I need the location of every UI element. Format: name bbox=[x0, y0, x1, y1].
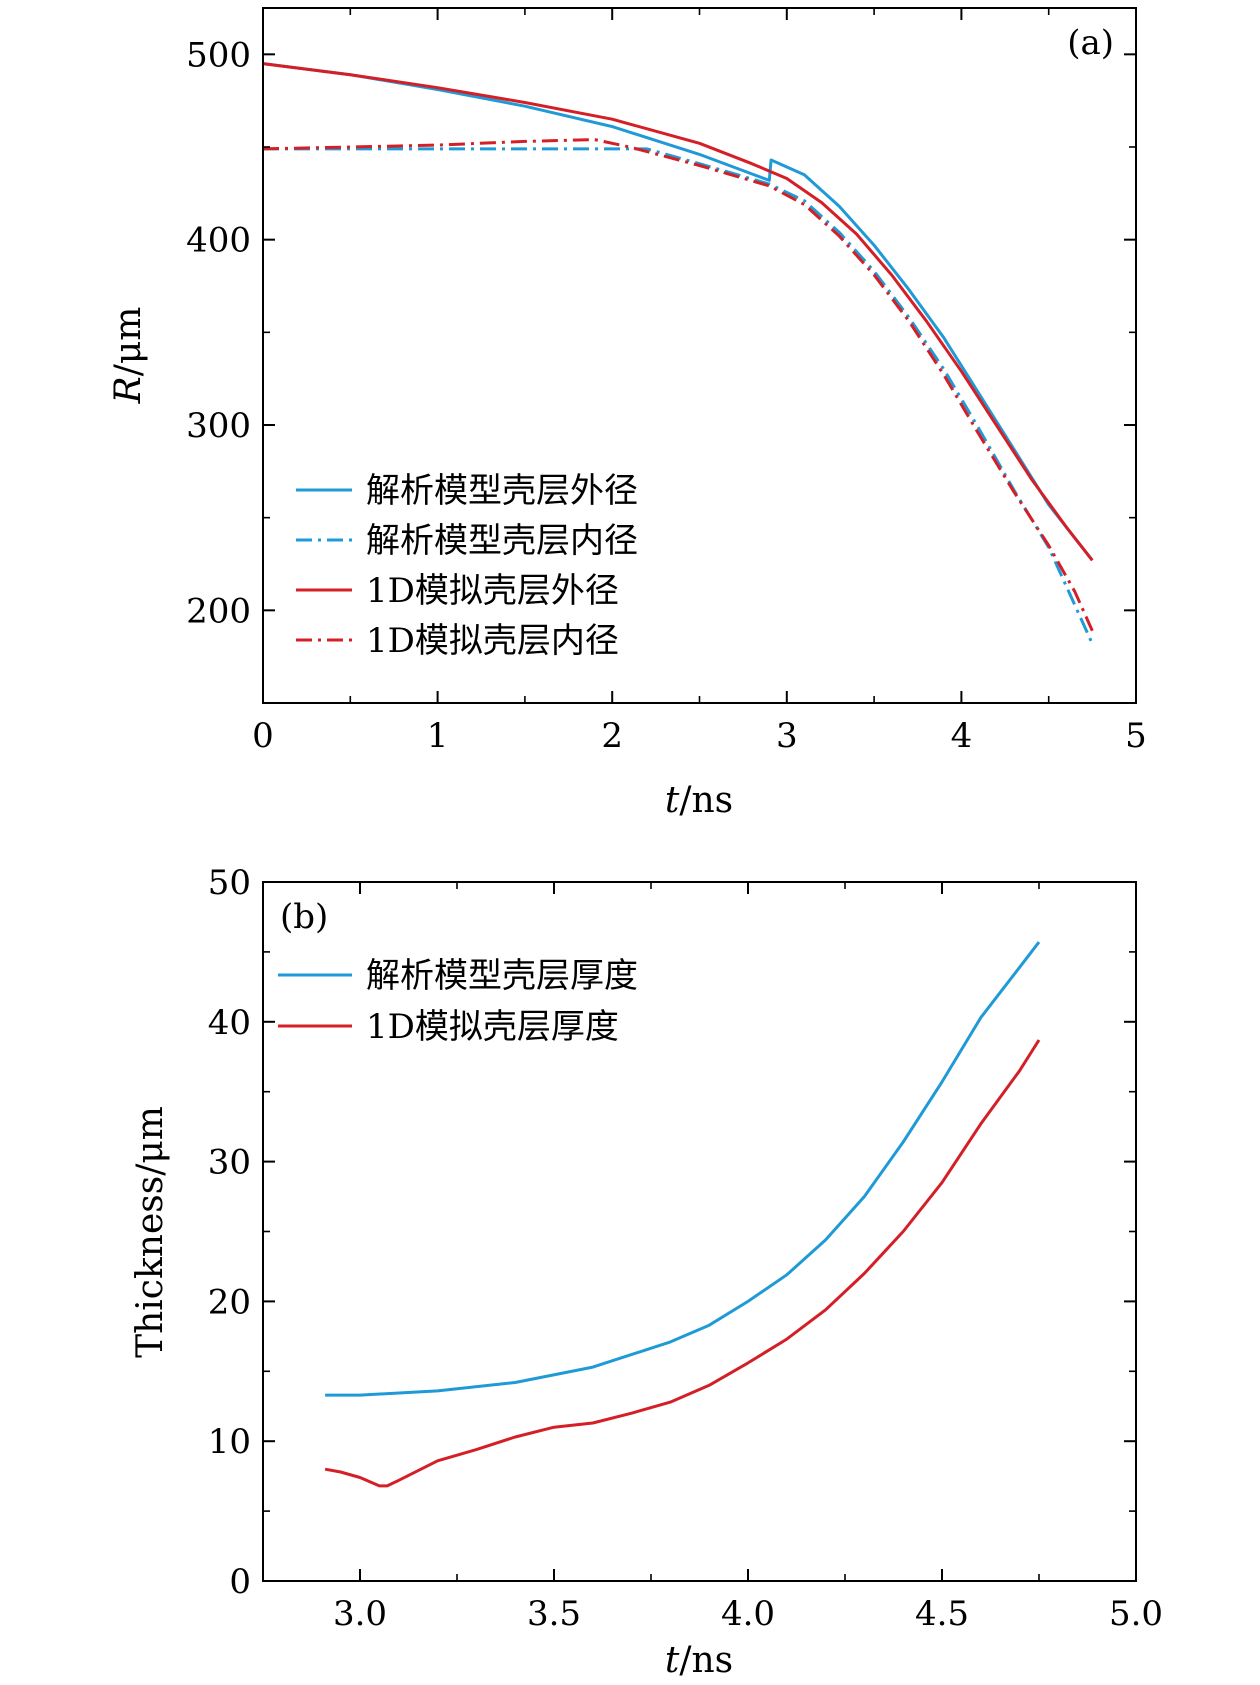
panel-a-legend-label-1: 解析模型壳层内径 bbox=[366, 521, 638, 561]
panel-b-x-axis-title-unit: /ns bbox=[679, 1640, 733, 1681]
panel-a-x-tick-label: 2 bbox=[601, 716, 623, 756]
panel-b-y-tick-label: 0 bbox=[229, 1562, 251, 1602]
panel-b-legend: 解析模型壳层厚度 1D模拟壳层厚度 bbox=[278, 956, 638, 1047]
panel-b-x-axis-title: t/ns bbox=[665, 1640, 733, 1681]
panel-a-x-tick-label: 0 bbox=[252, 716, 274, 756]
panel-b-x-tick-label: 5.0 bbox=[1109, 1594, 1163, 1634]
panel-b-legend-label-0: 解析模型壳层厚度 bbox=[366, 956, 638, 996]
panel-b-series-line-0 bbox=[325, 941, 1041, 1397]
panel-a-x-tick-label: 1 bbox=[427, 716, 449, 756]
panel-b-legend-label-1: 1D模拟壳层厚度 bbox=[366, 1007, 619, 1047]
panel-b-y-axis-title-unit: Thickness/μm bbox=[130, 1106, 171, 1358]
panel-b-ticks: 3.0 3.5 4.0 4.5 5.0 0 10 20 30 40 50 bbox=[208, 863, 1163, 1634]
panel-b-y-tick-label: 20 bbox=[208, 1282, 251, 1322]
panel-a-x-tick-label: 3 bbox=[776, 716, 798, 756]
panel-b-y-tick-label: 40 bbox=[208, 1003, 251, 1043]
panel-a-ticks: 0 1 2 3 4 5 200 300 400 500 bbox=[186, 8, 1147, 756]
panel-b-x-axis-title-var: t bbox=[665, 1640, 680, 1681]
panel-a-x-tick-label: 4 bbox=[951, 716, 973, 756]
panel-a-series-line-1 bbox=[263, 147, 1094, 645]
panel-b-series-layer bbox=[324, 941, 1041, 1488]
panel-a-legend-label-2: 1D模拟壳层外径 bbox=[366, 571, 619, 611]
panel-a-y-tick-label: 200 bbox=[186, 591, 251, 631]
panel-a-series-layer bbox=[262, 62, 1094, 645]
panel-a-x-axis-title-var: t bbox=[665, 780, 680, 821]
panel-a-series-line-2 bbox=[262, 62, 1094, 562]
panel-a-series-line-0 bbox=[262, 62, 1094, 562]
panel-a-y-axis-title-var: R bbox=[108, 376, 149, 404]
panel-b-y-tick-label: 50 bbox=[208, 863, 251, 903]
panel-b-x-tick-label: 4.5 bbox=[915, 1594, 969, 1634]
panel-b-x-tick-label: 3.0 bbox=[333, 1594, 387, 1634]
panel-a-legend-label-3: 1D模拟壳层内径 bbox=[366, 621, 619, 661]
panel-a-legend-label-0: 解析模型壳层外径 bbox=[366, 471, 638, 511]
panel-b-y-tick-label: 30 bbox=[208, 1143, 251, 1183]
panel-b-x-tick-label: 3.5 bbox=[527, 1594, 581, 1634]
panel-b-chart: 3.0 3.5 4.0 4.5 5.0 0 10 20 30 40 50 (b) t/ns Thic… bbox=[130, 863, 1163, 1681]
panel-a-label: (a) bbox=[1067, 23, 1114, 63]
panel-a-x-axis-title: t/ns bbox=[665, 780, 733, 821]
panel-a-x-axis-title-unit: /ns bbox=[679, 780, 733, 821]
panel-a-y-axis-title: R/μm bbox=[108, 307, 149, 405]
panel-a-y-tick-label: 300 bbox=[186, 406, 251, 446]
panel-a-y-axis-title-unit: /μm bbox=[108, 307, 149, 377]
panel-a-y-tick-label: 500 bbox=[186, 35, 251, 75]
panel-b-label: (b) bbox=[280, 897, 328, 937]
panel-a-x-tick-label: 5 bbox=[1125, 716, 1147, 756]
panel-b-y-tick-label: 10 bbox=[208, 1422, 251, 1462]
panel-a-chart: 0 1 2 3 4 5 200 300 400 500 (a) t/ns R/μm 解析模型壳层外… bbox=[108, 7, 1147, 821]
panel-b-x-tick-label: 4.0 bbox=[721, 1594, 775, 1634]
panel-b-y-axis-title: Thickness/μm bbox=[130, 1106, 171, 1358]
panel-a-y-tick-label: 400 bbox=[186, 221, 251, 261]
panel-b-series-line-1 bbox=[324, 1039, 1041, 1488]
